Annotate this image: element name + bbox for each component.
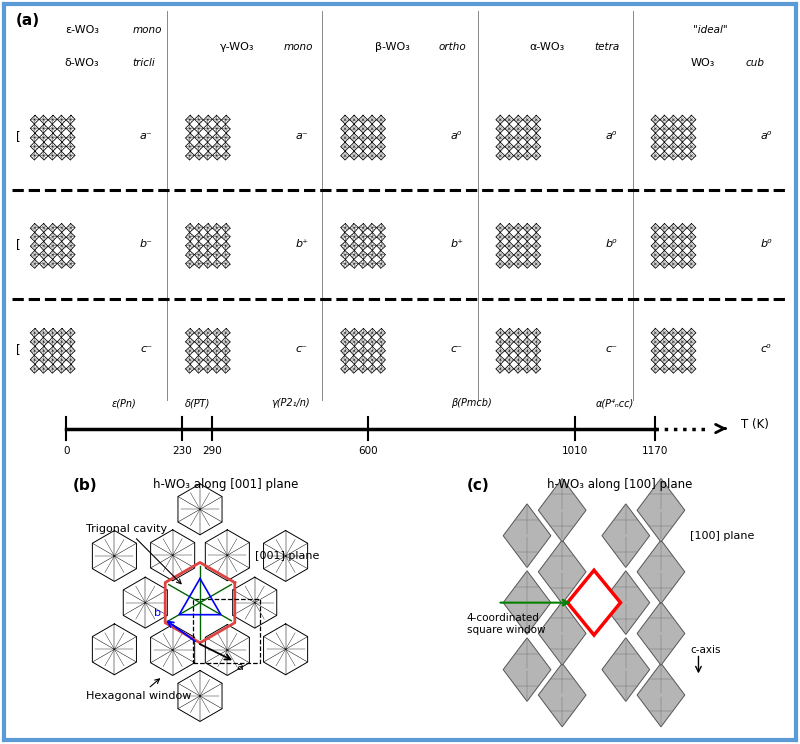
Text: mono: mono <box>283 42 313 52</box>
Polygon shape <box>637 540 685 603</box>
Text: ortho: ortho <box>438 42 466 52</box>
Text: a⁻: a⁻ <box>295 131 308 141</box>
Polygon shape <box>637 663 685 727</box>
Text: α-WO₃: α-WO₃ <box>530 42 565 52</box>
Text: 230: 230 <box>172 446 192 456</box>
Text: 600: 600 <box>358 446 378 456</box>
Text: 4-coordinated
square window: 4-coordinated square window <box>466 613 546 635</box>
Text: "ideal": "ideal" <box>693 25 728 36</box>
Text: c⁻: c⁻ <box>450 344 462 354</box>
Text: c⁰: c⁰ <box>761 344 771 354</box>
Text: a: a <box>237 662 244 672</box>
Text: δ(P̅T̅): δ(P̅T̅) <box>185 399 210 408</box>
Polygon shape <box>538 602 586 665</box>
Text: tricli: tricli <box>132 58 155 68</box>
Text: a⁰: a⁰ <box>450 131 462 141</box>
Text: b⁰: b⁰ <box>606 240 618 249</box>
Text: (b): (b) <box>73 478 98 493</box>
Text: b⁺: b⁺ <box>450 240 463 249</box>
Text: β(Pmcb): β(Pmcb) <box>451 399 492 408</box>
Text: b: b <box>154 609 161 618</box>
Polygon shape <box>602 571 650 635</box>
Text: c-axis: c-axis <box>690 644 721 655</box>
Text: c⁻: c⁻ <box>140 344 152 354</box>
Polygon shape <box>637 602 685 665</box>
Text: ε(Pn): ε(Pn) <box>112 399 137 408</box>
Polygon shape <box>503 638 551 702</box>
Text: Trigonal cavity: Trigonal cavity <box>86 524 181 584</box>
Polygon shape <box>503 571 551 635</box>
Text: 290: 290 <box>202 446 222 456</box>
Text: Hexagonal window: Hexagonal window <box>86 679 191 702</box>
Polygon shape <box>538 540 586 603</box>
Text: a⁰: a⁰ <box>761 131 772 141</box>
Text: 1170: 1170 <box>642 446 668 456</box>
Text: a⁰: a⁰ <box>606 131 617 141</box>
Text: tetra: tetra <box>594 42 619 52</box>
Text: [001] plane: [001] plane <box>255 551 319 561</box>
Text: mono: mono <box>132 25 162 36</box>
Text: (c): (c) <box>466 478 490 493</box>
Polygon shape <box>637 478 685 542</box>
Text: a⁻: a⁻ <box>140 131 153 141</box>
Text: b⁺: b⁺ <box>295 240 308 249</box>
Text: b⁻: b⁻ <box>140 240 153 249</box>
Text: [100] plane: [100] plane <box>690 530 754 541</box>
Text: γ-WO₃: γ-WO₃ <box>220 42 254 52</box>
Text: [010]: [010] <box>16 238 47 251</box>
Text: β-WO₃: β-WO₃ <box>375 42 410 52</box>
Text: 0: 0 <box>63 446 70 456</box>
Text: c⁻: c⁻ <box>606 344 618 354</box>
Text: γ(P2₁/n): γ(P2₁/n) <box>271 399 310 408</box>
Polygon shape <box>538 663 586 727</box>
Polygon shape <box>602 638 650 702</box>
Text: ε-WO₃: ε-WO₃ <box>65 25 99 36</box>
Polygon shape <box>567 570 621 635</box>
Text: c⁻: c⁻ <box>295 344 307 354</box>
Text: cub: cub <box>746 58 764 68</box>
Text: WO₃: WO₃ <box>690 58 715 68</box>
Text: T (K): T (K) <box>742 417 770 431</box>
Polygon shape <box>602 504 650 568</box>
Polygon shape <box>503 504 551 568</box>
Polygon shape <box>538 478 586 542</box>
Text: [100]: [100] <box>16 129 47 143</box>
Text: h-WO₃ along [100] plane: h-WO₃ along [100] plane <box>547 478 693 491</box>
Text: (a): (a) <box>16 13 40 28</box>
Text: 1010: 1010 <box>562 446 588 456</box>
Text: [001]: [001] <box>16 343 47 356</box>
Text: α(P⁴ₙcc): α(P⁴ₙcc) <box>596 399 634 408</box>
Text: δ-WO₃: δ-WO₃ <box>65 58 99 68</box>
Text: b⁰: b⁰ <box>761 240 773 249</box>
Text: h-WO₃ along [001] plane: h-WO₃ along [001] plane <box>153 478 298 491</box>
